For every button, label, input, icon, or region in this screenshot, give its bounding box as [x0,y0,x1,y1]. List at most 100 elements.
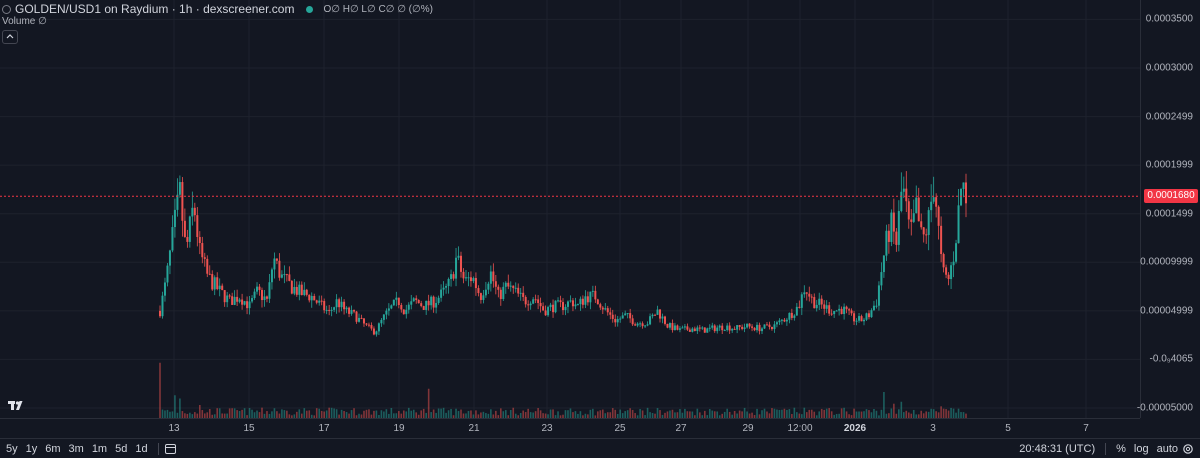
candle [960,187,963,207]
volume-bar [415,412,418,418]
candle [447,277,450,294]
candle-body [435,302,438,308]
range-button-1m[interactable]: 1m [91,442,108,455]
price-tick-label: 0.0001999 [1145,159,1193,171]
percent-scale-toggle[interactable]: % [1116,442,1126,455]
volume-bar [286,410,288,418]
log-scale-toggle[interactable]: log [1133,442,1149,455]
volume-bar [393,413,395,418]
chart-legend: GOLDEN/USD1 on Raydium · 1h · dexscreene… [2,2,433,16]
price-tick-label: 0.00009999 [1140,256,1193,268]
candle-body [173,209,176,228]
volume-bar [380,410,383,418]
candle-body [477,288,480,294]
candle-body [649,316,652,325]
candle [318,295,321,306]
volume-bar [932,409,935,418]
candle-body [405,309,408,315]
price-axis[interactable]: 0.0001680 0.0003500 0.0003000 0.0002499 0.0… [1137,0,1200,418]
tradingview-logo-icon[interactable] [4,394,26,416]
volume-bar [805,412,808,418]
candle [328,305,331,316]
volume-legend[interactable]: Volume ∅ [2,16,47,27]
candle-body [947,274,950,280]
volume-bar [519,412,522,418]
time-axis[interactable]: 13 15 17 19 21 23 25 27 29 12:00 2026 3 5 7 [0,418,1140,438]
volume-bar [796,412,798,418]
range-button-5d[interactable]: 5d [115,442,128,455]
candle [693,326,696,332]
volume-bar [758,414,761,418]
calendar-range-icon[interactable] [164,443,176,454]
candle [176,178,179,217]
price-tick-label: 0.0003000 [1145,62,1193,74]
volume-bar [345,412,348,418]
candle-body [683,326,686,328]
settings-gear-icon[interactable] [1182,443,1194,455]
candle [415,295,418,304]
candle [825,300,828,314]
volume-bar [736,413,738,418]
candle-body [892,212,895,232]
candle-body [432,296,435,308]
candle-body [166,265,169,283]
candle-body [686,326,689,330]
candle-body [571,300,574,307]
candle-body [534,299,537,301]
volume-bar [808,409,811,418]
candle [920,213,923,230]
volume-bar [355,415,358,418]
volume-bar [437,408,440,418]
range-button-1d[interactable]: 1d [135,442,148,455]
candle [649,313,652,326]
volume-bar [893,403,895,418]
volume-bar [529,412,532,418]
collapse-legend-button[interactable] [2,30,18,44]
auto-scale-toggle[interactable]: auto [1156,442,1178,455]
volume-bar [629,408,631,418]
candle [636,322,639,328]
volume-bar [186,413,189,418]
volume-bar [278,413,281,418]
volume-bar [206,412,209,418]
range-button-3m[interactable]: 3m [68,442,84,455]
candle-body [566,301,569,307]
volume-bar [557,411,559,418]
price-tick-label: 0.0003500 [1145,13,1193,25]
candle-body [596,299,599,305]
candle [467,271,470,287]
candle-body [467,277,470,279]
range-button-5y[interactable]: 5y [6,442,18,455]
candle [183,208,186,238]
candle-body [810,296,813,298]
volume-bar [743,407,746,418]
candle [840,306,843,315]
chart-title[interactable]: GOLDEN/USD1 on Raydium · 1h · dexscreene… [15,2,295,16]
candle [265,295,268,303]
candle [818,292,821,311]
candle [494,274,497,295]
candle-body [248,301,251,309]
candle-body [507,282,510,287]
clock-time[interactable]: 20:48:31 (UTC) [1019,442,1096,455]
volume-bar [781,409,783,418]
candle-body [427,300,430,306]
volume-bar [445,412,447,418]
candle-body [845,306,848,310]
price-chart-plot[interactable] [0,0,1140,418]
volume-bar [950,407,952,418]
volume-bar [912,409,915,418]
candle [412,297,415,302]
volume-bar [689,411,691,418]
candle-body [497,286,500,290]
candle [492,263,495,288]
candle [803,285,806,298]
candle-body [877,285,880,306]
volume-bar [860,411,863,418]
candle-body [661,316,664,319]
range-button-1y[interactable]: 1y [25,442,38,455]
candle [947,272,950,286]
candle [805,292,808,301]
range-button-6m[interactable]: 6m [45,442,61,455]
volume-bar [547,414,549,418]
